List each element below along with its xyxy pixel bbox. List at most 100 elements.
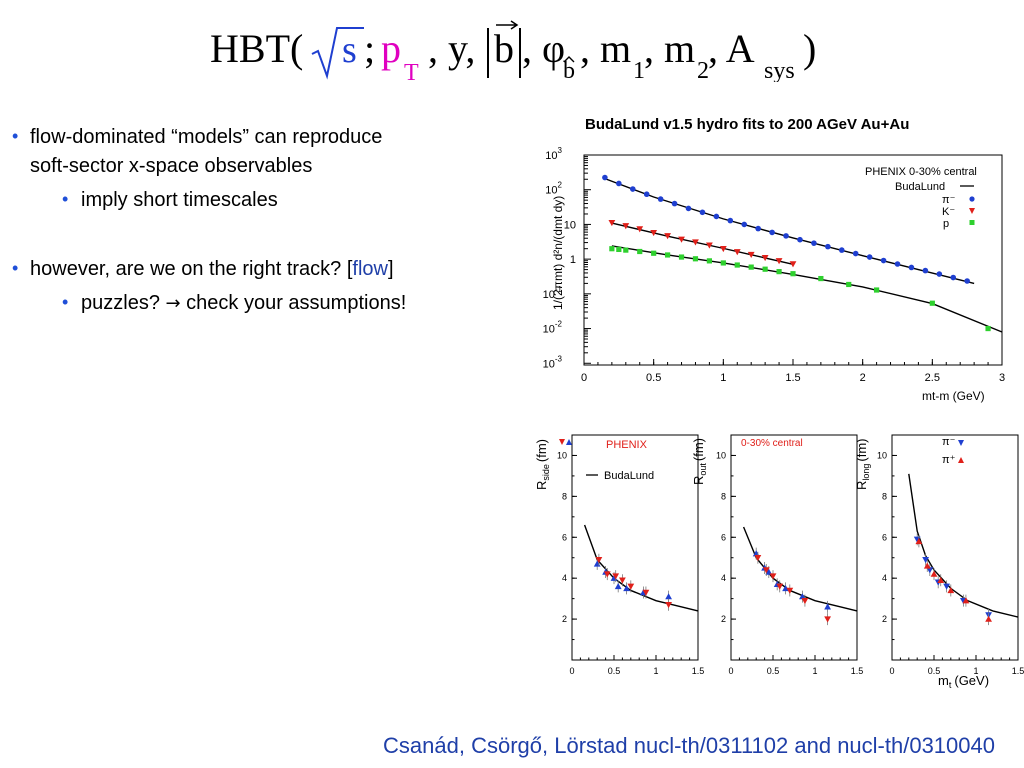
rlong-legend-pip: π⁺ xyxy=(942,454,956,466)
spectra-point xyxy=(733,249,741,256)
spectra-point xyxy=(622,223,630,230)
spectra-ytick-label: 10-1 xyxy=(543,285,563,301)
bullet-dot-1: • xyxy=(12,126,19,146)
spectra-xtick-label: 0 xyxy=(581,372,587,384)
spectra-point xyxy=(678,254,685,260)
radius-point xyxy=(922,557,929,564)
spectra-point xyxy=(636,226,644,233)
spectra-point xyxy=(727,217,734,224)
svg-text:Rout(fm): Rout(fm) xyxy=(691,438,708,485)
spectra-point xyxy=(769,229,775,236)
radius-point xyxy=(923,562,931,569)
spectra-point xyxy=(747,251,755,259)
radius-ytick-label: 8 xyxy=(721,491,726,501)
spectra-point xyxy=(783,233,789,239)
spectra-point xyxy=(602,174,608,181)
spectra-point xyxy=(629,186,636,192)
spectra-point xyxy=(936,271,943,277)
spectra-title: BudaLund v1.5 hydro fits to 200 AGeV Au+… xyxy=(585,116,909,133)
formula-a: , A xyxy=(708,26,755,71)
spectra-point xyxy=(874,287,880,293)
spectra-point xyxy=(651,250,657,256)
spectra-ytick-label: 103 xyxy=(545,146,562,162)
radius-ytick-label: 8 xyxy=(882,491,887,501)
rside-legend-header: PHENIX xyxy=(606,439,648,451)
flow-link[interactable]: flow xyxy=(352,258,388,280)
spectra-ytick-label: 10-2 xyxy=(543,320,563,336)
radius-point xyxy=(786,587,794,594)
bullet-2: however, are we on the right track? [flo… xyxy=(30,256,394,282)
svg-text:Rside(fm): Rside(fm) xyxy=(534,439,551,490)
spectra-point xyxy=(671,200,678,207)
formula-phi-sub: b xyxy=(563,58,575,82)
title-formula: HBT( s ; p T , y, b , φ b , m 1 , m 2 , … xyxy=(210,20,816,82)
spectra-point xyxy=(775,258,783,265)
radius-point xyxy=(947,587,955,594)
radius-point xyxy=(754,555,762,562)
spectra-point xyxy=(762,266,768,272)
radius-point xyxy=(985,615,992,622)
radius-point xyxy=(915,537,923,545)
spectra-point xyxy=(818,275,824,282)
spectra-point xyxy=(657,196,664,202)
spectra-point xyxy=(761,255,769,262)
spectra-point xyxy=(637,248,643,255)
hbt-radii-chart: 0 0.5 1 1.5 2 4 6 8 10 0 0.5 1 1.5 2 4 6 8 10 0 0.5 1 1.5 2 4 6 8… xyxy=(534,434,1024,690)
spectra-point xyxy=(846,281,852,288)
spectra-legend-pion: π⁻ xyxy=(942,194,956,206)
spectra-point xyxy=(950,274,957,281)
spectra-point xyxy=(678,236,685,243)
spectra-fit-line xyxy=(611,245,1003,333)
radius-point xyxy=(962,597,970,604)
bullet-2-sub-post: check your assumptions! xyxy=(186,292,407,314)
radius-ytick-label: 4 xyxy=(882,573,887,583)
radius-ytick-label: 2 xyxy=(721,614,726,624)
radius-ytick-label: 6 xyxy=(562,532,567,542)
radius-ytick-label: 4 xyxy=(721,573,726,583)
spectra-xtick-label: 3 xyxy=(999,372,1005,384)
spectra-point xyxy=(713,213,720,220)
radius-ytick-label: 8 xyxy=(562,491,567,501)
radius-point xyxy=(824,603,831,610)
radius-ytick-label: 10 xyxy=(716,450,726,460)
radius-xtick-label: 1 xyxy=(653,666,658,676)
radius-point xyxy=(619,577,626,584)
spectra-point xyxy=(789,261,797,268)
radius-xtick-label: 0 xyxy=(728,666,733,676)
radius-ytick-label: 4 xyxy=(562,573,567,583)
rlong-legend-pip-marker xyxy=(958,457,964,463)
rside-legend-pip-marker xyxy=(566,439,572,445)
bullet-2-sub: puzzles? → check your assumptions! xyxy=(81,290,406,317)
spectra-point xyxy=(685,205,692,212)
rlong-ylabel: Rlong(fm) xyxy=(854,438,871,490)
spectra-ytick-label: 102 xyxy=(545,181,562,197)
radius-point xyxy=(603,571,611,578)
rside-ylabel: Rside(fm) xyxy=(534,439,551,490)
formula-prefix: HBT( xyxy=(210,26,303,71)
radius-xtick-label: 1 xyxy=(812,666,817,676)
spectra-xtick-label: 2 xyxy=(860,372,866,384)
spectra-chart: BudaLund v1.5 hydro fits to 200 AGeV Au+… xyxy=(543,116,1005,403)
spectra-point xyxy=(748,264,754,270)
spectra-point xyxy=(776,269,782,275)
radius-point xyxy=(595,557,603,564)
spectra-point xyxy=(664,233,671,240)
spectra-point xyxy=(706,242,713,249)
formula-m2-sub: 2 xyxy=(697,58,709,82)
formula-p: p xyxy=(381,26,401,71)
bullet-2-sub-pre: puzzles? xyxy=(81,292,160,314)
spectra-point xyxy=(964,278,970,284)
spectra-point xyxy=(811,240,817,246)
radius-xtick-label: 0.5 xyxy=(608,666,621,676)
spectra-point xyxy=(755,225,761,232)
bullet-1-line1: flow-dominated “models” can reproduce xyxy=(30,126,383,148)
spectra-point xyxy=(922,267,929,274)
radius-xtick-label: 0.5 xyxy=(767,666,780,676)
radius-xtick-label: 1.5 xyxy=(851,666,864,676)
spectra-xtick-label: 1 xyxy=(720,372,726,384)
spectra-point xyxy=(985,325,991,332)
bullet-1-sub: imply short timescales xyxy=(81,189,278,211)
radius-point xyxy=(762,567,770,574)
radius-point xyxy=(665,593,672,600)
radius-ytick-label: 6 xyxy=(721,532,726,542)
